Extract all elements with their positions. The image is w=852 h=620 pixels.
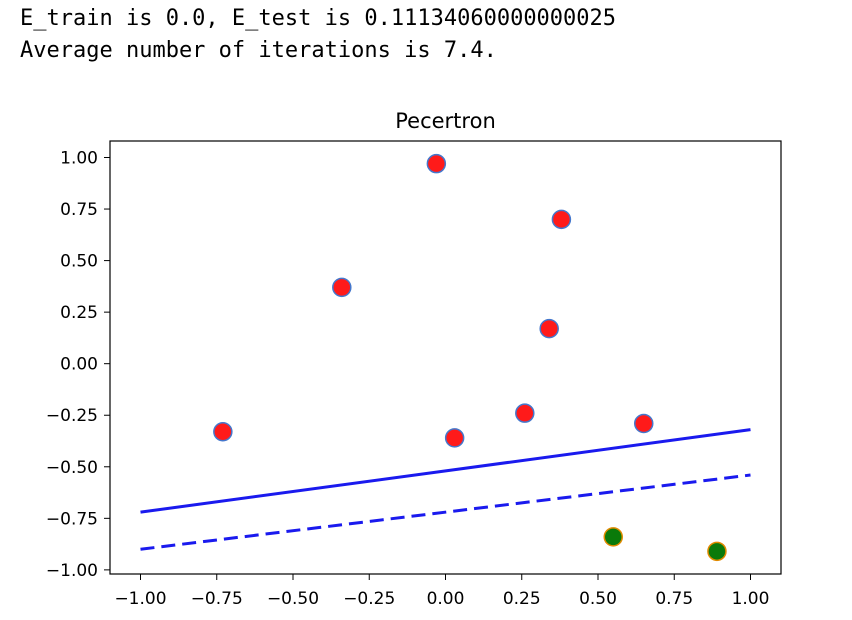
red-data-point [444,428,465,448]
green-data-point [707,541,727,562]
x-tick-label: 1.00 [732,589,770,609]
green-data-point [603,527,623,547]
x-tick-label: 0.75 [655,589,693,609]
red-data-point [426,153,447,174]
y-tick-label: 1.00 [60,148,98,168]
chart-title: Pecertron [395,109,496,133]
y-tick-label: −1.00 [46,561,98,581]
red-data-point [634,413,654,434]
y-tick-label: 0.25 [60,303,98,323]
red-data-point [539,318,559,339]
red-data-point [213,421,233,442]
x-tick-label: −0.25 [343,589,395,609]
plot-frame [109,140,782,575]
x-tick-label: 0.50 [579,589,617,609]
y-tick-label: −0.25 [46,406,98,426]
x-tick-label: 0.00 [427,589,465,609]
x-tick-label: −1.00 [114,589,166,609]
y-tick-label: 0.00 [60,355,98,375]
y-tick-label: 0.75 [60,200,98,220]
x-tick-label: −0.75 [191,589,243,609]
y-tick-label: 0.50 [60,252,98,272]
output-line-iterations: Average number of iterations is 7.4. [20,38,497,63]
solid-boundary-line [140,428,751,514]
red-data-point [551,209,572,230]
x-tick-label: −0.50 [267,589,319,609]
red-data-point [332,277,352,298]
y-tick-label: −0.75 [46,509,98,529]
output-line-error: E_train is 0.0, E_test is 0.111340600000… [20,6,617,31]
dashed-boundary-line [140,473,751,551]
x-tick-label: 0.25 [503,589,541,609]
red-data-point [515,403,535,423]
y-tick-label: −0.50 [46,458,98,478]
